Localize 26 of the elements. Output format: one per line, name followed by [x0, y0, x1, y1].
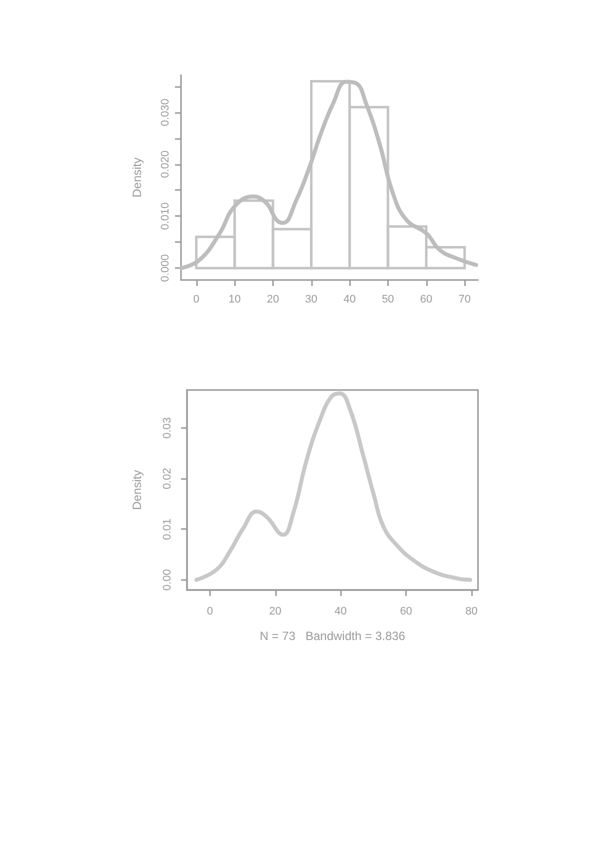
- x-tick-label: 30: [305, 294, 318, 306]
- y-tick-label: 0.030: [160, 98, 172, 126]
- y-tick-label: 0.00: [162, 569, 174, 591]
- x-tick-label: 50: [382, 294, 394, 306]
- x-tick-label: 40: [334, 606, 347, 618]
- x-tick-label: 40: [343, 294, 356, 306]
- x-tick-label: 20: [266, 294, 280, 306]
- y-axis-title: Density: [130, 470, 144, 510]
- line-series: [194, 392, 472, 582]
- y-tick-label: 0.010: [160, 202, 172, 230]
- x-tick-label: 10: [228, 294, 241, 306]
- x-axis-title: N = 73 Bandwidth = 3.836: [260, 629, 406, 643]
- x-tick-label: 80: [465, 606, 478, 618]
- y-axis-title: Density: [130, 157, 144, 198]
- x-tick-label: 20: [269, 606, 282, 618]
- line-series: [179, 80, 478, 270]
- y-tick-label: 0.020: [160, 150, 172, 178]
- x-tick-label: 60: [420, 294, 432, 306]
- x-tick-label: 0: [193, 294, 200, 306]
- x-tick-label: 70: [458, 294, 471, 306]
- y-tick-label: 0.000: [160, 254, 172, 282]
- x-tick-label: 60: [400, 606, 412, 618]
- y-tick-label: 0.01: [162, 518, 174, 540]
- x-tick-label: 0: [206, 606, 213, 618]
- y-tick-label: 0.03: [162, 417, 174, 439]
- y-tick-label: 0.02: [162, 468, 174, 490]
